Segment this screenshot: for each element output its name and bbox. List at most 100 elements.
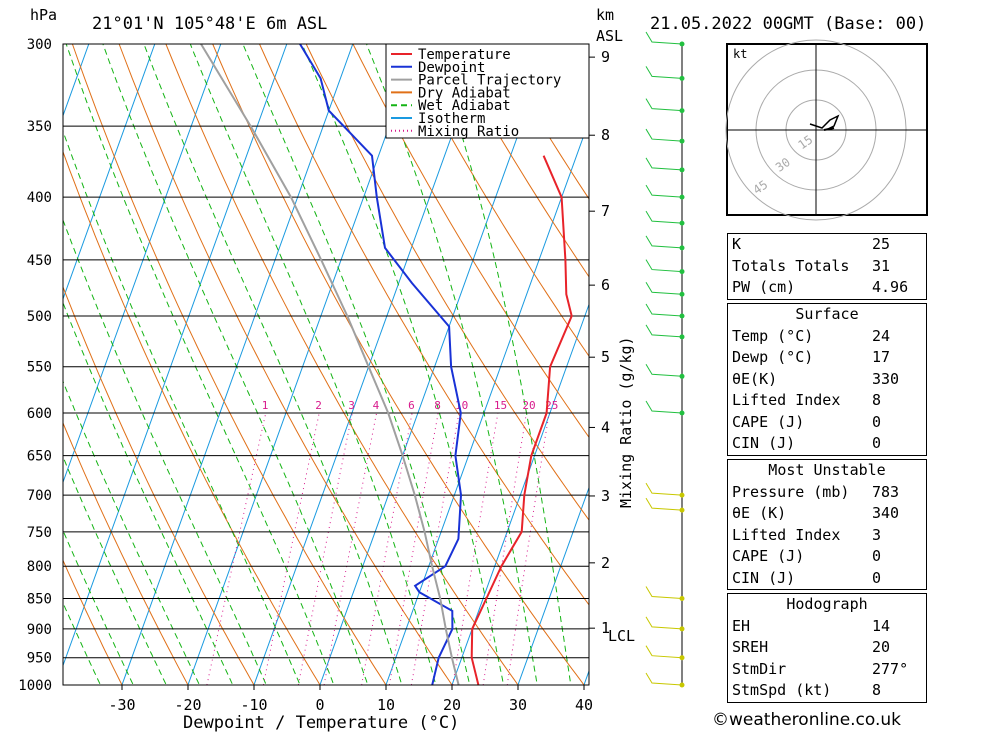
dry-adiabat-line xyxy=(931,7,1000,685)
legend-label: Temperature xyxy=(418,47,511,63)
storm-motion-arrow xyxy=(823,127,835,131)
wind-barb xyxy=(645,586,683,599)
dry-adiabat-line xyxy=(63,559,123,685)
hodograph-table: Hodograph EH 14 SREH 20 StmDir 277° StmSpd (kt… xyxy=(727,593,927,703)
wet-adiabat-line xyxy=(63,601,101,685)
most-unstable-row: Lifted Index 3 xyxy=(728,525,926,547)
wet-adiabat-line xyxy=(189,44,437,685)
x-tick-label: 10 xyxy=(377,696,395,714)
isotherm-line xyxy=(63,44,156,301)
km-tick-label: 2 xyxy=(601,554,610,572)
isotherm-line xyxy=(451,302,589,685)
legend-label: Isotherm xyxy=(418,111,485,127)
surface-row: CAPE (J) 0 xyxy=(728,412,926,434)
km-tick-label: 9 xyxy=(601,48,610,66)
datetime: 21.05.2022 00GMT (Base: 00) xyxy=(650,14,926,34)
wind-barb xyxy=(645,281,683,295)
mixing-ratio-label: 20 xyxy=(522,399,535,412)
surface-label: θE(K) xyxy=(732,369,778,388)
mixing-ratio-line xyxy=(206,412,267,685)
surface-value: 8 xyxy=(872,391,882,409)
pressure-tick-label: 300 xyxy=(27,37,52,53)
pressure-tick-label: 950 xyxy=(27,651,52,667)
most-unstable-value: 0 xyxy=(872,547,882,565)
legend-label: Dry Adiabat xyxy=(418,85,511,101)
surface-row: θE(K) 330 xyxy=(728,369,926,391)
pressure-tick-label: 400 xyxy=(27,190,52,206)
most-unstable-label: CAPE (J) xyxy=(732,547,805,565)
pressure-tick-label: 1000 xyxy=(18,678,52,694)
index-row: Totals Totals 31 xyxy=(728,256,926,278)
wind-barb xyxy=(645,303,683,317)
mixing-ratio-label: 6 xyxy=(408,399,415,412)
most-unstable-title: Most Unstable xyxy=(768,461,886,479)
km-asl: ASL xyxy=(596,27,623,45)
surface-label: CAPE (J) xyxy=(732,412,805,431)
mixing-ratio-label: 10 xyxy=(455,399,468,412)
legend-label: Parcel Trajectory xyxy=(418,73,561,89)
legend-label: Wet Adiabat xyxy=(418,98,511,114)
wind-barb xyxy=(645,400,683,414)
most-unstable-value: 783 xyxy=(872,482,900,501)
wind-barb xyxy=(645,235,683,249)
surface-value: 17 xyxy=(872,348,891,366)
dry-adiabat-line xyxy=(0,7,56,685)
mixing-ratio-label: 15 xyxy=(494,399,507,412)
dry-adiabat-line xyxy=(71,44,387,685)
mixing-ratio-line xyxy=(388,412,439,685)
pressure-tick-label: 600 xyxy=(27,406,52,422)
pressure-tick-label: 900 xyxy=(27,622,52,638)
isotherm-line xyxy=(63,44,288,667)
pressure-tick-label: 450 xyxy=(27,253,52,269)
km-tick-label: 5 xyxy=(601,348,610,366)
most-unstable-value: 340 xyxy=(872,504,900,522)
km-tick-label: 1 xyxy=(601,619,610,637)
hodograph-stat-value: 14 xyxy=(872,616,891,635)
wind-barb xyxy=(645,672,683,686)
surface-value: 330 xyxy=(872,369,900,388)
hodograph-stat-label: StmDir xyxy=(732,659,787,678)
most-unstable-value: 0 xyxy=(872,568,882,587)
wet-adiabat-line xyxy=(102,44,369,685)
wet-adiabat-line xyxy=(63,529,134,685)
surface-row: Lifted Index 8 xyxy=(728,390,926,412)
pressure-unit: hPa xyxy=(30,6,57,24)
surface-row: Dewp (°C) 17 xyxy=(728,347,926,369)
hodograph-ring-label: 30 xyxy=(773,155,793,175)
surface-title: Surface xyxy=(795,305,859,323)
dry-adiabat-line xyxy=(63,150,321,685)
legend-label: Dewpoint xyxy=(418,60,485,76)
isotherm-line xyxy=(63,44,222,484)
indices-table: K 25 Totals Totals 31 PW (cm) 4.96 xyxy=(727,233,927,300)
pressure-tick-label: 550 xyxy=(27,360,52,376)
pressure-tick-label: 700 xyxy=(27,488,52,504)
index-label: Totals Totals xyxy=(732,256,850,275)
km-tick-label: 6 xyxy=(601,276,610,294)
pressure-tick-label: 800 xyxy=(27,559,52,575)
x-tick-label: -10 xyxy=(240,696,267,714)
hodograph-stat-value: 277° xyxy=(872,659,909,678)
km-tick-label: 4 xyxy=(601,418,610,436)
most-unstable-label: θE (K) xyxy=(732,504,787,522)
index-row: K 25 xyxy=(728,234,926,256)
pressure-tick-label: 750 xyxy=(27,525,52,541)
surface-row: Temp (°C) 24 xyxy=(728,326,926,348)
copyright: ©weatheronline.co.uk xyxy=(712,710,902,730)
most-unstable-row: CIN (J) 0 xyxy=(728,568,926,590)
parcel-trajectory-line xyxy=(200,44,460,685)
x-tick-label: -30 xyxy=(108,696,135,714)
hodograph-stat-row: EH 14 xyxy=(728,616,926,638)
wet-adiabat-line xyxy=(63,218,267,685)
legend-label: Mixing Ratio xyxy=(418,124,519,140)
dry-adiabat-line xyxy=(63,421,189,685)
mixing-ratio-axis-label: Mixing Ratio (g/kg) xyxy=(617,336,635,508)
hodograph-stat-row: StmDir 277° xyxy=(728,659,926,681)
wet-adiabat-line xyxy=(143,44,403,685)
index-value: 4.96 xyxy=(872,278,909,296)
wind-barb xyxy=(645,364,683,377)
index-value: 25 xyxy=(872,235,891,253)
surface-label: Lifted Index xyxy=(732,391,841,409)
mixing-ratio-label: 8 xyxy=(434,399,441,412)
isotherm-line xyxy=(517,486,589,685)
